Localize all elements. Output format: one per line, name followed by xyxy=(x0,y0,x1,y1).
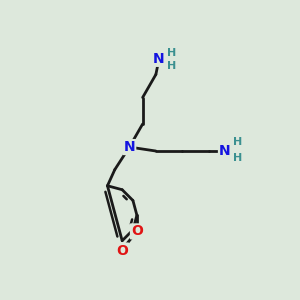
Text: O: O xyxy=(131,224,143,239)
Text: H: H xyxy=(167,61,176,70)
Text: H: H xyxy=(233,137,243,147)
Text: O: O xyxy=(116,244,128,258)
Text: N: N xyxy=(219,144,231,158)
Text: H: H xyxy=(167,48,176,58)
Text: N: N xyxy=(153,52,164,66)
Text: H: H xyxy=(233,152,243,163)
Text: N: N xyxy=(124,140,135,154)
